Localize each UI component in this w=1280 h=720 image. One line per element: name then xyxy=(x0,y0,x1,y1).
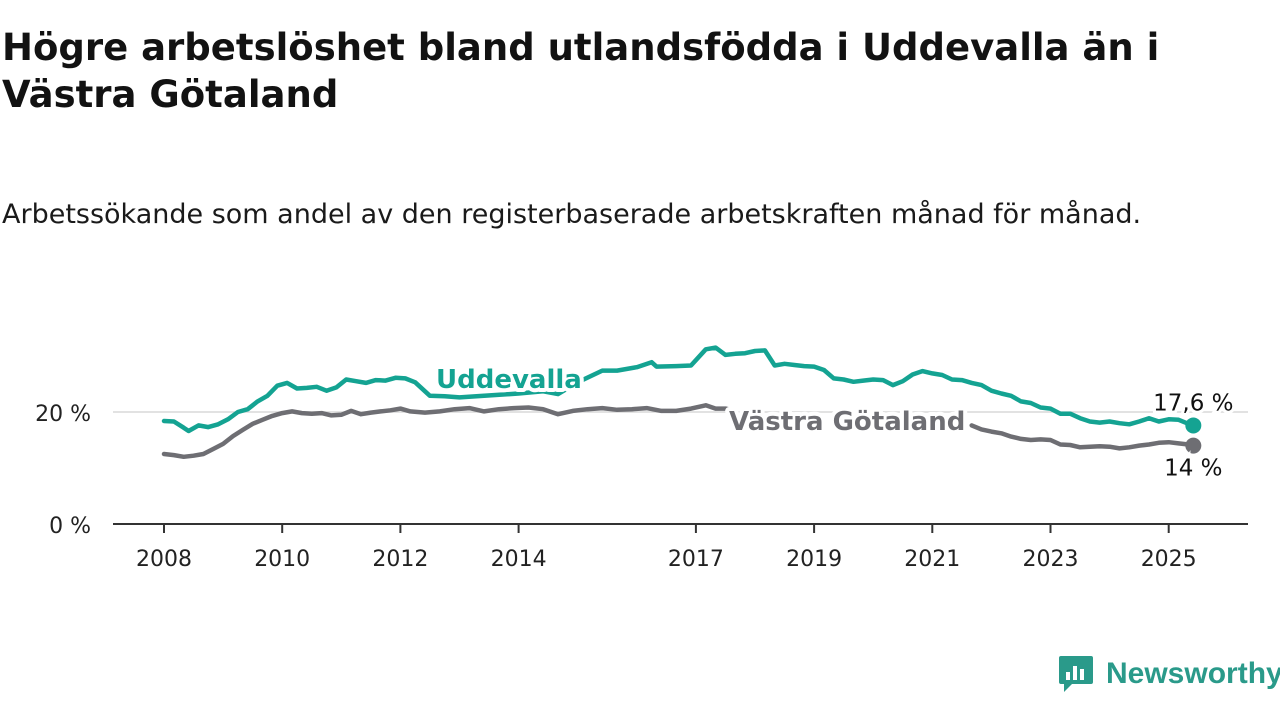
x-tick-label: 2023 xyxy=(1023,547,1079,572)
end-label-uddevalla: 17,6 % xyxy=(1153,390,1233,416)
brand-name: Newsworthy xyxy=(1106,657,1280,690)
endpoint-vastra-gotaland xyxy=(1185,437,1202,454)
x-tick-label: 2025 xyxy=(1141,547,1197,572)
x-tick-label: 2010 xyxy=(254,547,310,572)
series-line-uddevalla xyxy=(161,345,1196,434)
x-tick-label: 2012 xyxy=(372,547,428,572)
y-tick-label: 0 % xyxy=(49,514,91,539)
newsworthy-logo-icon xyxy=(1059,656,1093,692)
series-label-uddevalla: Uddevalla xyxy=(436,365,582,395)
x-tick-label: 2021 xyxy=(904,547,960,572)
brand-logo[interactable]: Newsworthy xyxy=(1058,652,1280,696)
x-tick-label: 2019 xyxy=(786,547,842,572)
x-tick-label: 2017 xyxy=(668,547,724,572)
x-tick-label: 2014 xyxy=(491,547,547,572)
series-label-vastra-gotaland: Västra Götaland xyxy=(729,407,965,437)
series-line-vastra-gotaland xyxy=(161,403,738,460)
end-label-vastra-gotaland: 14 % xyxy=(1164,456,1222,482)
chart-subtitle: Arbetssökande som andel av den registerb… xyxy=(2,199,1142,230)
x-tick-label: 2008 xyxy=(136,547,192,572)
y-tick-label: 20 % xyxy=(35,402,91,427)
series-line-vastra-gotaland-end xyxy=(969,423,1196,451)
endpoint-uddevalla xyxy=(1185,417,1202,434)
chart-title: Högre arbetslöshet bland utlandsfödda i … xyxy=(2,26,1160,116)
